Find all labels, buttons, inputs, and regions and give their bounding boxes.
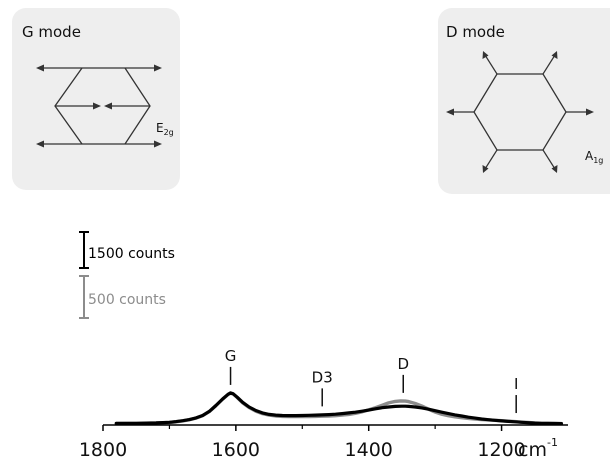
x-tick-label-1: 1600 bbox=[212, 439, 260, 461]
g-mode-hexagon bbox=[54, 67, 151, 145]
spectrum-series-0 bbox=[114, 391, 563, 426]
d-mode-inset-background bbox=[438, 8, 610, 194]
d-mode-title: D mode bbox=[446, 23, 505, 41]
a1g-symbol: A1g bbox=[585, 149, 603, 165]
peak-label-2: D3 bbox=[312, 368, 333, 386]
d-mode-inset: D mode A1g bbox=[438, 8, 610, 194]
scale-bar-black-label: 1500 counts bbox=[88, 246, 175, 262]
peak-label-1: D bbox=[397, 355, 409, 373]
g-mode-title: G mode bbox=[22, 23, 81, 41]
x-axis-unit: cm-1 bbox=[518, 436, 558, 461]
peak-label-0: G bbox=[225, 347, 237, 365]
g-mode-inset: G mode E2g bbox=[12, 8, 180, 190]
scale-bar-gray: 500 counts bbox=[79, 275, 166, 319]
g-mode-arrows bbox=[40, 67, 158, 145]
peak-label-3: I bbox=[514, 375, 518, 393]
x-tick-label-0: 1800 bbox=[79, 439, 127, 461]
g-mode-arrowheads bbox=[36, 64, 162, 148]
series-layer bbox=[114, 391, 564, 426]
d-mode-arrowheads bbox=[446, 51, 594, 173]
scale-bar-black: 1500 counts bbox=[79, 231, 175, 269]
e2g-symbol: E2g bbox=[156, 121, 174, 137]
x-tick-label-2: 1400 bbox=[345, 439, 393, 461]
scale-bar-gray-label: 500 counts bbox=[88, 292, 166, 308]
x-tick-label-3: 1200 bbox=[477, 439, 525, 461]
peak-labels: G D D3 I bbox=[225, 347, 518, 414]
